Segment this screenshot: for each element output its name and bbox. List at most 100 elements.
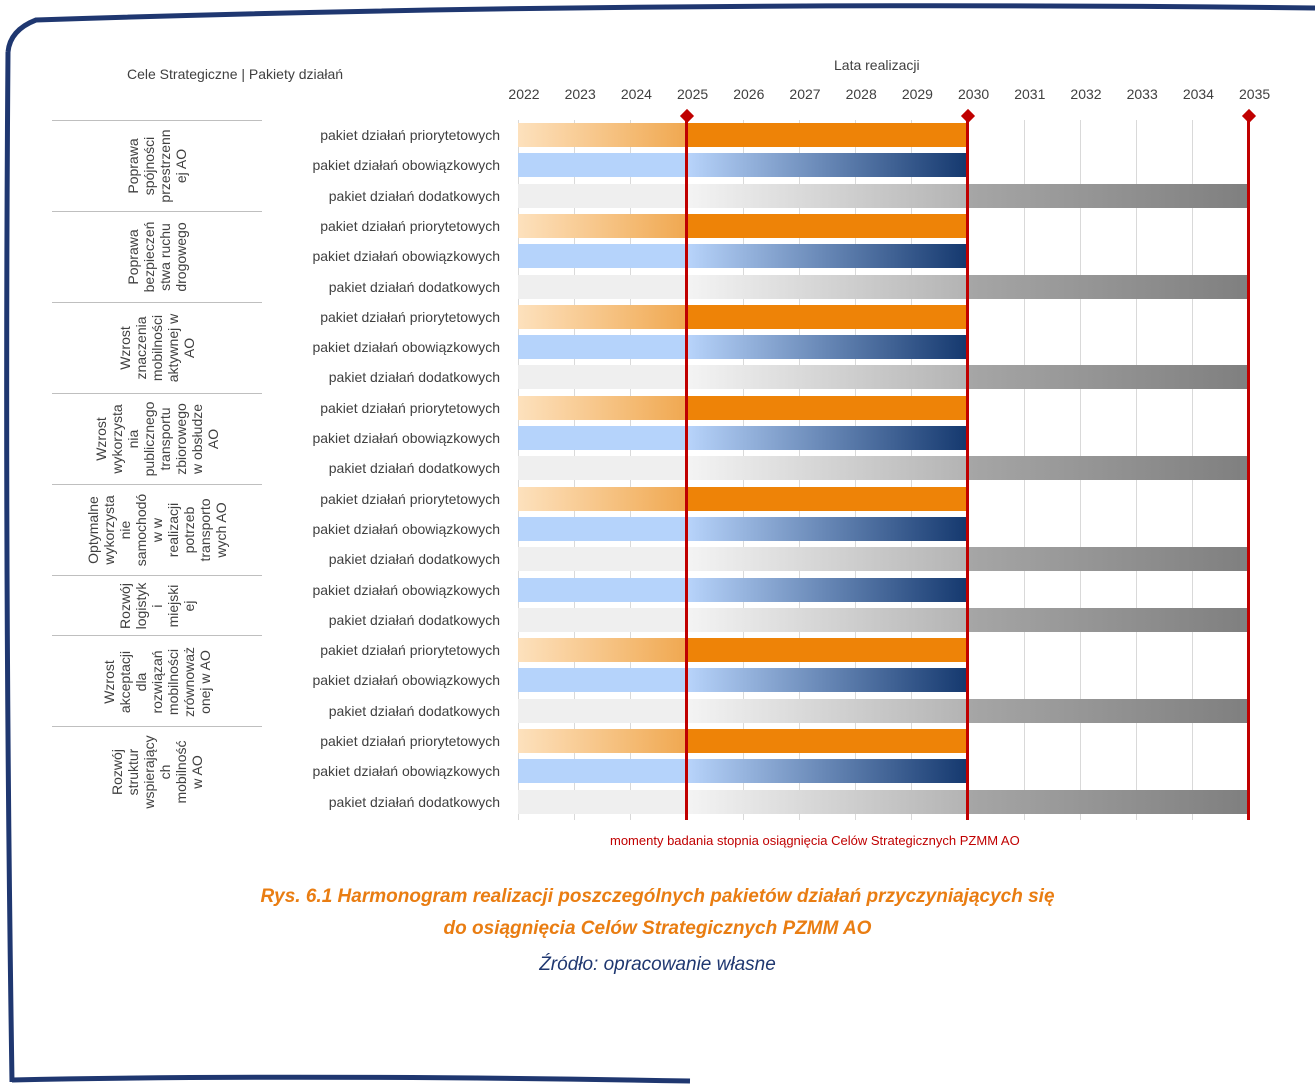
goal-label-line: Rozwój: [109, 749, 125, 796]
gantt-bar-extra: [686, 698, 968, 723]
gantt-bar-extra: [967, 365, 1249, 390]
goal-label-line: wych AO: [213, 502, 229, 558]
gantt-bar-prio: [686, 395, 968, 420]
package-label: pakiet działań dodatkowych: [328, 551, 500, 568]
goal-label-line: ej AO: [173, 149, 189, 184]
year-tick-label: 2030: [958, 86, 990, 102]
year-tick-label: 2033: [1126, 86, 1158, 102]
year-tick-label: 2027: [789, 86, 821, 102]
goal-label-line: zbiorowego: [173, 403, 189, 475]
gantt-bar-prio: [518, 304, 687, 329]
goal-label-line: mobilności: [165, 648, 181, 715]
year-tick-label: 2028: [845, 86, 877, 102]
goal-label-line: AO: [181, 338, 197, 359]
goal-label-line: Wzrost: [117, 326, 133, 371]
goal-label: Rozwój logistyk i miejski ej: [117, 582, 197, 629]
goal-label-line: znaczenia: [133, 316, 149, 380]
gantt-bar-extra: [686, 789, 968, 814]
goal-label: Rozwój struktur wspierający ch mobilność w AO: [109, 736, 205, 809]
goal-label-line: publicznego: [141, 401, 157, 477]
year-tick-label: 2025: [677, 86, 709, 102]
gantt-bar-extra: [518, 789, 687, 814]
package-label: pakiet działań obowiązkowych: [312, 157, 500, 174]
year-tick-label: 2032: [1070, 86, 1102, 102]
year-tick-label: 2026: [733, 86, 765, 102]
gantt-bar-oblig: [686, 577, 968, 602]
gantt-bar-oblig: [518, 426, 687, 450]
goal-label-line: potrzeb: [181, 506, 197, 554]
goal-label-line: bezpieczeń: [141, 221, 157, 293]
goal-label-line: Rozwój: [117, 582, 133, 629]
goal-label-line: w AO: [189, 755, 205, 790]
goal-label-line: logistyk: [133, 582, 149, 630]
year-tick-label: 2024: [620, 86, 652, 102]
gantt-bar-prio: [686, 123, 968, 147]
package-label: pakiet działań obowiązkowych: [312, 248, 500, 265]
gantt-bar-extra: [686, 365, 968, 390]
goal-label: Wzrost znaczenia mobilności aktywnej w AO: [117, 314, 197, 382]
package-label: pakiet działań dodatkowych: [328, 611, 500, 628]
goal-label-line: struktur: [125, 749, 141, 796]
year-tick-label: 2035: [1239, 86, 1271, 102]
axis-left-label: Cele Strategiczne | Pakiety działań: [127, 66, 344, 82]
gantt-bar-prio: [518, 729, 687, 753]
goal-label-line: akceptacji: [117, 650, 133, 713]
goal-label-line: zrównoważ: [181, 646, 197, 717]
goal-label-line: mobilności: [149, 315, 165, 382]
package-label: pakiet działań dodatkowych: [328, 460, 500, 477]
gantt-bar-oblig: [518, 244, 687, 269]
gantt-bar-prio: [518, 638, 687, 663]
package-label: pakiet działań priorytetowych: [320, 490, 500, 507]
figure-caption: Rys. 6.1 Harmonogram realizacji poszczeg…: [260, 886, 1055, 907]
package-label: pakiet działań priorytetowych: [320, 217, 500, 234]
package-label: pakiet działań obowiązkowych: [312, 520, 500, 537]
gantt-bar-extra: [967, 274, 1249, 299]
gantt-bar-extra: [967, 547, 1249, 572]
goal-label: Optymalne wykorzysta nie samochodó w w realiz…: [85, 494, 229, 566]
goal-label-line: mobilność: [173, 740, 189, 804]
goal-label-line: Wzrost: [93, 417, 109, 461]
years-axis-title: Lata realizacji: [834, 57, 920, 73]
goal-label-line: nia: [125, 429, 141, 449]
gantt-bar-oblig: [518, 759, 687, 784]
goal-label-line: Poprawa: [125, 229, 141, 285]
gantt-bar-prio: [686, 486, 968, 511]
gantt-bar-oblig: [686, 668, 968, 693]
goal-label-line: wspierający: [141, 735, 157, 810]
gantt-bar-oblig: [686, 335, 968, 360]
source-note: Źródło: opracowanie własne: [539, 954, 776, 975]
gantt-bar-extra: [686, 547, 968, 572]
gantt-bar-oblig: [686, 759, 968, 784]
goal-label-cell: Poprawa bezpieczeń stwa ruchu drogowego: [52, 210, 262, 303]
package-label: pakiet działań dodatkowych: [328, 187, 500, 204]
goal-label-line: w obsłudze: [189, 404, 205, 475]
goal-label-line: transportu: [157, 407, 173, 471]
gantt-bar-extra: [967, 789, 1249, 814]
year-tick-label: 2023: [564, 86, 596, 102]
gantt-bar-extra: [967, 698, 1249, 723]
package-label: pakiet działań obowiązkowych: [312, 430, 500, 446]
package-label: pakiet działań obowiązkowych: [312, 581, 500, 598]
package-label: pakiet działań obowiązkowych: [312, 763, 500, 780]
figure-caption-line-2: do osiągnięcia Celów Strategicznych PZMM…: [443, 918, 872, 939]
package-label: pakiet działań dodatkowych: [328, 702, 500, 719]
goal-label-line: dla: [133, 672, 149, 691]
year-tick-label: 2031: [1014, 86, 1046, 102]
gantt-bar-oblig: [686, 244, 968, 269]
goal-label-line: wykorzysta: [101, 495, 117, 565]
goal-label-line: drogowego: [173, 222, 189, 292]
gantt-bar-prio: [518, 395, 687, 420]
gantt-bar-extra: [518, 547, 687, 572]
goal-label-line: i: [149, 604, 165, 608]
goal-label-cell: Wzrost akceptacji dla rozwiązań mobilności zr…: [52, 635, 262, 727]
gantt-bar-extra: [686, 183, 968, 208]
goal-label-line: w w: [149, 517, 165, 543]
gantt-bar-extra: [967, 456, 1249, 481]
goal-label-line: AO: [205, 429, 221, 450]
gantt-bar-extra: [518, 274, 687, 299]
gantt-bar-oblig: [518, 577, 687, 602]
goal-label: Poprawa spójności przestrzenn ej AO: [125, 130, 189, 203]
goal-label-line: samochodó: [133, 493, 149, 567]
goal-label-line: Optymalne: [85, 496, 101, 564]
goal-label-cell: Rozwój struktur wspierający ch mobilność w AO: [52, 726, 262, 818]
